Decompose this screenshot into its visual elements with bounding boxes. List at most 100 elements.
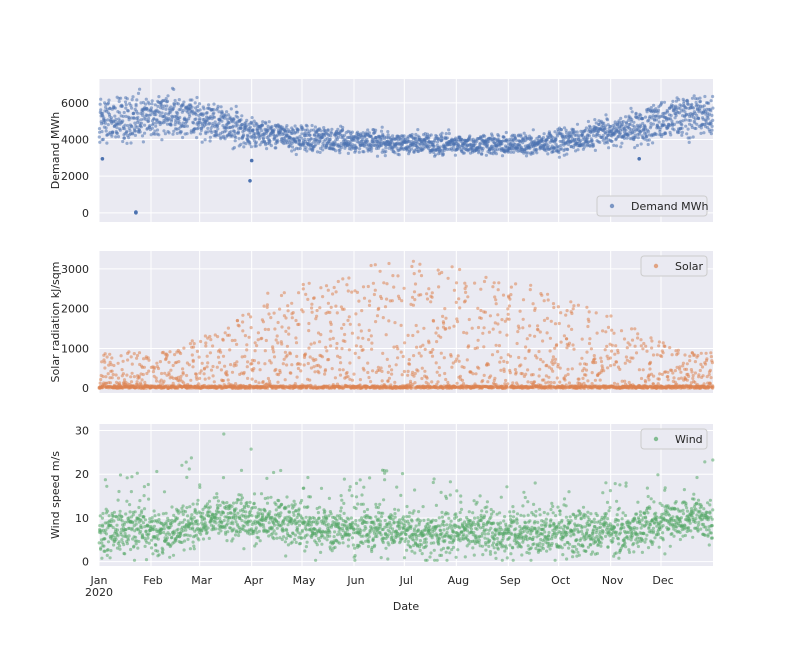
data-point xyxy=(613,122,617,126)
data-point xyxy=(286,309,290,313)
data-point xyxy=(546,144,550,148)
data-point xyxy=(241,133,246,137)
data-point xyxy=(246,360,250,364)
data-point xyxy=(593,357,597,361)
data-point xyxy=(215,365,219,369)
data-point xyxy=(280,342,284,346)
data-point xyxy=(181,135,185,140)
data-point xyxy=(496,313,500,317)
data-point xyxy=(416,128,420,132)
data-point xyxy=(414,136,418,140)
data-point xyxy=(467,344,471,348)
data-point xyxy=(255,344,259,348)
data-point xyxy=(326,301,330,305)
data-point xyxy=(415,345,419,349)
data-point xyxy=(551,358,555,362)
data-point xyxy=(240,114,244,118)
data-point xyxy=(325,349,329,353)
data-point xyxy=(198,108,202,112)
data-point xyxy=(147,358,151,362)
data-point xyxy=(129,375,133,379)
data-point xyxy=(245,343,249,347)
data-point xyxy=(430,380,434,384)
data-point xyxy=(138,87,142,91)
data-point xyxy=(341,368,345,372)
data-point xyxy=(452,288,456,292)
data-point xyxy=(125,141,129,145)
data-point xyxy=(234,135,238,140)
data-point xyxy=(436,326,440,330)
data-point xyxy=(282,314,286,318)
data-point xyxy=(586,379,590,383)
data-point xyxy=(496,322,500,326)
data-point xyxy=(237,137,241,141)
data-point xyxy=(589,347,594,351)
data-point xyxy=(436,268,440,272)
data-point xyxy=(509,285,513,289)
data-point xyxy=(546,380,551,384)
data-point xyxy=(508,354,513,358)
data-point xyxy=(391,134,395,138)
data-point xyxy=(331,336,335,340)
data-point xyxy=(319,286,323,290)
data-point xyxy=(505,139,509,143)
data-point xyxy=(441,314,445,318)
data-point xyxy=(243,334,247,338)
data-point xyxy=(605,354,609,358)
data-point xyxy=(359,345,363,349)
data-point xyxy=(628,122,632,126)
data-point xyxy=(618,131,622,135)
data-point xyxy=(553,361,557,365)
data-point xyxy=(221,338,225,342)
data-point xyxy=(305,149,309,153)
data-point xyxy=(618,367,622,371)
data-point xyxy=(474,372,478,376)
data-point xyxy=(577,377,581,381)
data-point xyxy=(482,373,486,377)
data-point xyxy=(357,150,361,154)
data-point xyxy=(223,331,227,335)
data-point xyxy=(178,121,182,125)
data-point xyxy=(455,381,459,385)
data-point xyxy=(192,130,196,134)
data-point xyxy=(329,329,333,333)
data-point xyxy=(193,101,197,105)
data-point xyxy=(425,376,429,380)
data-point xyxy=(610,343,614,347)
data-point xyxy=(253,349,257,353)
data-point xyxy=(135,125,139,129)
data-point xyxy=(493,295,497,299)
data-point xyxy=(195,377,199,381)
data-point xyxy=(582,381,586,385)
data-point xyxy=(153,103,157,107)
data-point xyxy=(566,147,570,152)
data-point xyxy=(300,132,304,136)
data-point xyxy=(346,289,350,293)
data-point xyxy=(546,292,550,296)
data-point xyxy=(121,114,125,118)
data-point xyxy=(628,360,632,364)
data-point xyxy=(437,285,441,289)
data-point xyxy=(286,138,290,142)
data-point xyxy=(613,352,617,356)
data-point xyxy=(505,360,509,364)
data-point xyxy=(213,120,217,124)
data-point xyxy=(616,351,620,355)
data-point xyxy=(401,354,405,359)
data-point xyxy=(644,380,648,384)
data-point xyxy=(694,126,698,131)
data-point xyxy=(552,305,556,310)
data-point xyxy=(202,107,206,111)
data-point xyxy=(393,321,397,325)
data-point xyxy=(356,336,360,340)
data-point xyxy=(634,351,639,355)
data-point xyxy=(148,124,152,128)
data-point xyxy=(343,339,347,343)
data-point xyxy=(439,335,443,339)
data-point xyxy=(612,363,616,367)
data-point xyxy=(104,129,108,133)
data-point xyxy=(130,125,134,129)
data-point xyxy=(514,282,518,286)
data-point xyxy=(435,370,439,374)
data-point xyxy=(353,138,357,142)
